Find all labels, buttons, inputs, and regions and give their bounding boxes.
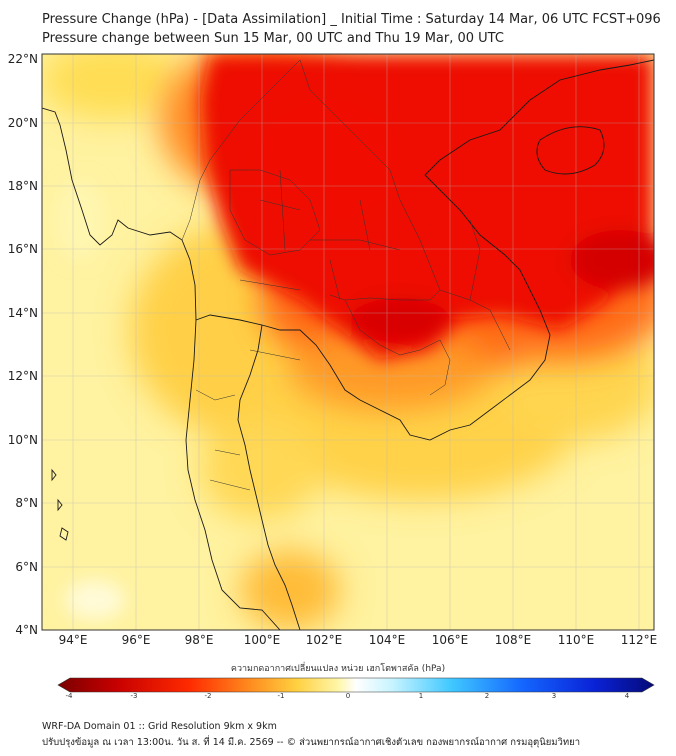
- lat-label-12: 12°N: [7, 369, 38, 383]
- lat-label-4: 4°N: [15, 623, 38, 637]
- lat-label-6: 6°N: [15, 560, 38, 574]
- colorbar: [57, 677, 655, 693]
- lat-label-22: 22°N: [7, 52, 38, 66]
- colorbar-tick-minus3: -3: [130, 692, 138, 700]
- lon-label-94: 94°E: [58, 633, 88, 647]
- light-patches: [55, 180, 125, 620]
- lon-label-108: 108°E: [494, 633, 532, 647]
- map-frame: [41, 53, 655, 631]
- lon-label-104: 104°E: [368, 633, 406, 647]
- lat-label-20: 20°N: [7, 116, 38, 130]
- lon-label-98: 98°E: [184, 633, 214, 647]
- colorbar-tick-4: 4: [624, 692, 630, 700]
- lon-label-102: 102°E: [305, 633, 343, 647]
- lat-label-16: 16°N: [7, 242, 38, 256]
- colorbar-tick-3: 3: [551, 692, 557, 700]
- lon-label-110: 110°E: [557, 633, 595, 647]
- colorbar-tick-minus2: -2: [204, 692, 212, 700]
- colorbar-tick-minus1: -1: [277, 692, 285, 700]
- colorbar-tick-0: 0: [345, 692, 351, 700]
- footer-model-info: WRF-DA Domain 01 :: Grid Resolution 9km …: [42, 721, 277, 732]
- coastlines: [42, 59, 654, 630]
- strong-fall-field: [200, 54, 654, 360]
- lon-label-112: 112°E: [620, 633, 658, 647]
- graticule: [42, 54, 654, 630]
- admin-borders: [181, 59, 511, 491]
- lat-label-14: 14°N: [7, 306, 38, 320]
- lon-label-100: 100°E: [243, 633, 281, 647]
- lon-label-106: 106°E: [431, 633, 469, 647]
- lon-label-96: 96°E: [121, 633, 151, 647]
- map-title: Pressure Change (hPa) - [Data Assimilati…: [42, 12, 661, 27]
- colorbar-title: ความกดอากาศเปลี่ยนแปลง หน่วย เฮกโตพาสคัล…: [230, 664, 446, 674]
- lat-label-8: 8°N: [15, 496, 38, 510]
- colorbar-tick-1: 1: [418, 692, 424, 700]
- map-subtitle: Pressure change between Sun 15 Mar, 00 U…: [42, 31, 504, 46]
- lat-label-10: 10°N: [7, 433, 38, 447]
- footer-update-info: ปรับปรุงข้อมูล ณ เวลา 13:00น. วัน ส. ที่…: [42, 737, 581, 748]
- colorbar-tick-minus4: -4: [65, 692, 73, 700]
- lat-label-18: 18°N: [7, 179, 38, 193]
- colorbar-tick-2: 2: [484, 692, 490, 700]
